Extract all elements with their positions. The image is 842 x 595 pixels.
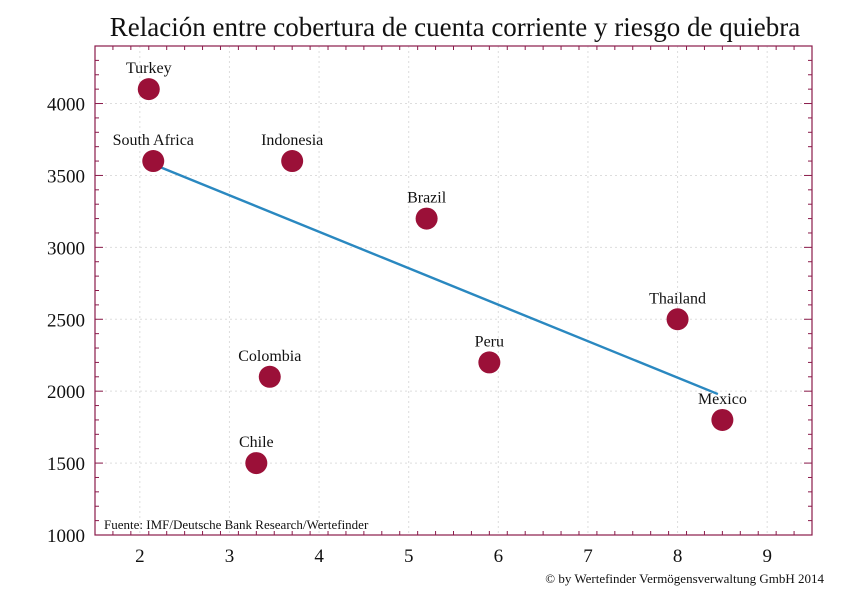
chart-title: Relación entre cobertura de cuenta corri… bbox=[110, 12, 800, 42]
y-tick-label: 3000 bbox=[47, 238, 85, 259]
x-tick-label: 2 bbox=[135, 546, 145, 567]
data-point bbox=[258, 365, 281, 388]
point-labels: Turkey South Africa Indonesia Brazil Thailan… bbox=[113, 60, 747, 451]
x-tick-label: 8 bbox=[673, 546, 683, 567]
point-label: Thailand bbox=[649, 290, 706, 307]
x-tick-label: 5 bbox=[404, 546, 414, 567]
axes: 1000 1500 2000 2500 3000 3500 4000 2 3 4 5 6 7 8 9 bbox=[47, 45, 813, 567]
x-tick-label: 3 bbox=[225, 546, 235, 567]
data-point bbox=[137, 78, 160, 101]
trendline bbox=[148, 161, 719, 396]
data-point bbox=[281, 150, 304, 173]
point-label: South Africa bbox=[113, 132, 194, 149]
y-tick-label: 1500 bbox=[47, 454, 85, 475]
y-tick-label: 2000 bbox=[47, 382, 85, 403]
copyright-note: © by Wertefinder Vermögensverwaltung Gmb… bbox=[545, 571, 824, 586]
point-label: Brazil bbox=[407, 190, 447, 207]
point-label: Turkey bbox=[126, 60, 172, 77]
data-point bbox=[478, 351, 501, 374]
x-tick-label: 7 bbox=[583, 546, 593, 567]
point-label: Colombia bbox=[238, 348, 301, 365]
data-point bbox=[142, 150, 165, 173]
y-tick-label: 1000 bbox=[47, 526, 85, 547]
data-point bbox=[666, 308, 689, 331]
x-tick-label: 9 bbox=[762, 546, 772, 567]
y-tick-label: 3500 bbox=[47, 166, 85, 187]
point-label: Mexico bbox=[698, 391, 747, 408]
source-note: Fuente: IMF/Deutsche Bank Research/Werte… bbox=[104, 517, 369, 532]
point-label: Indonesia bbox=[261, 132, 323, 149]
grid-lines bbox=[95, 46, 812, 536]
trendline-group bbox=[148, 161, 719, 396]
point-label: Peru bbox=[475, 333, 504, 350]
y-tick-label: 4000 bbox=[47, 95, 85, 116]
data-point bbox=[415, 207, 438, 230]
x-tick-label: 6 bbox=[494, 546, 504, 567]
data-point bbox=[711, 408, 734, 431]
data-points bbox=[137, 78, 734, 475]
point-label: Chile bbox=[239, 434, 274, 451]
x-tick-label: 4 bbox=[314, 546, 324, 567]
y-tick-label: 2500 bbox=[47, 310, 85, 331]
data-point bbox=[245, 452, 268, 475]
